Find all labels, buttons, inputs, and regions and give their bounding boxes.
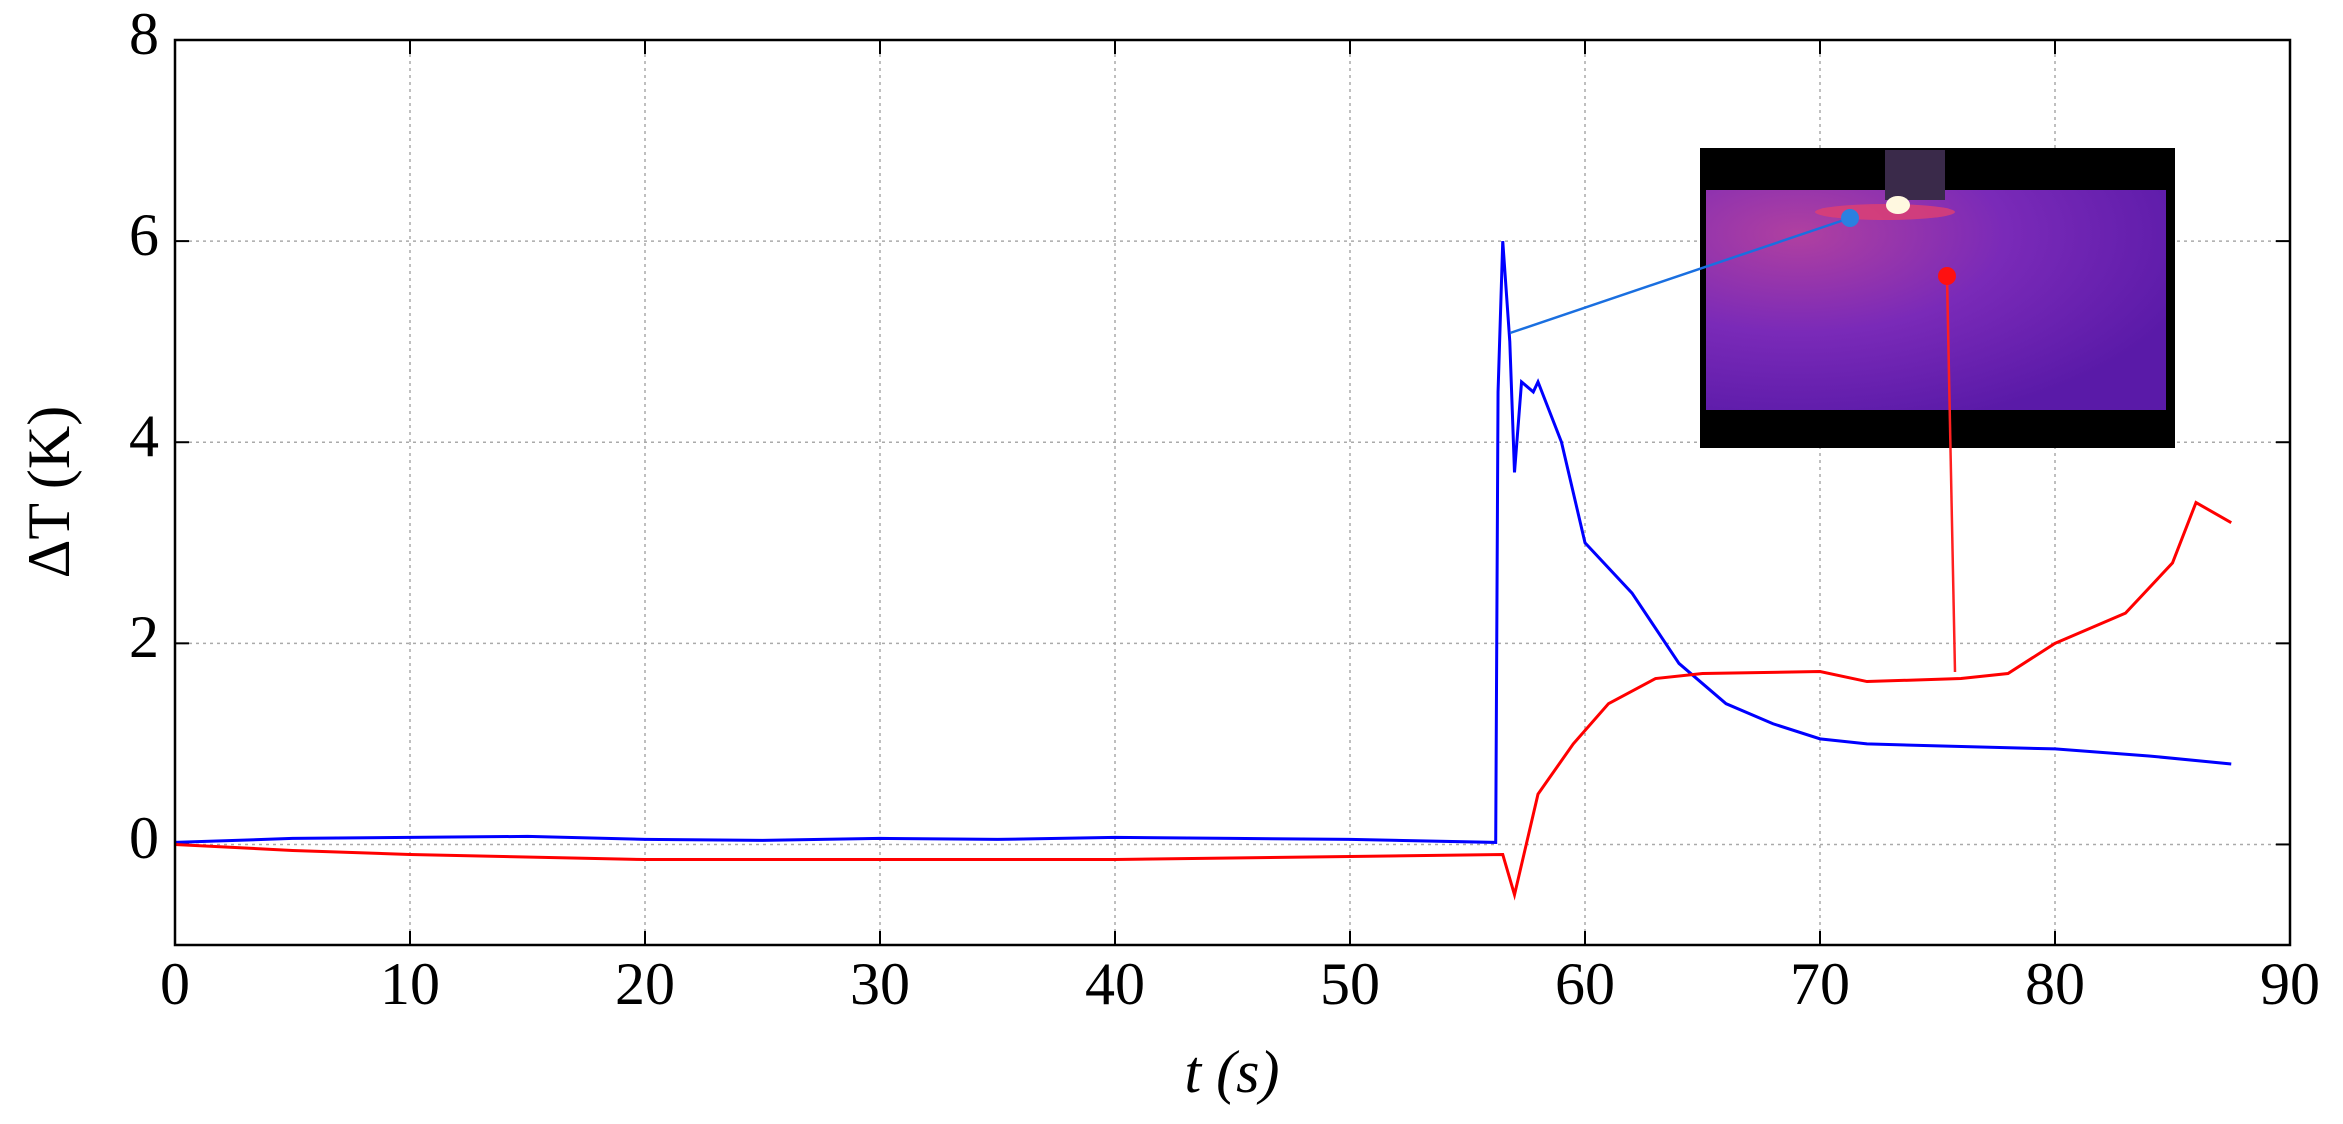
inset-hotspot xyxy=(1815,204,1955,220)
x-tick-label: 60 xyxy=(1555,951,1615,1017)
pointer-dot xyxy=(1938,267,1956,285)
x-tick-label: 40 xyxy=(1085,951,1145,1017)
x-axis-label: t (s) xyxy=(1185,1039,1280,1105)
inset-specimen xyxy=(1706,190,2166,410)
y-tick-label: 6 xyxy=(129,202,159,268)
x-tick-label: 30 xyxy=(850,951,910,1017)
data-line xyxy=(174,500,2232,901)
y-tick-label: 8 xyxy=(129,1,159,67)
x-tick-label: 10 xyxy=(380,951,440,1017)
inset-clamp xyxy=(1885,150,1945,200)
y-tick-label: 4 xyxy=(129,403,159,469)
y-tick-label: 0 xyxy=(129,805,159,871)
pointer-line xyxy=(1945,275,1957,673)
x-tick-label: 20 xyxy=(615,951,675,1017)
pointer-dot xyxy=(1841,209,1859,227)
y-tick-label: 2 xyxy=(129,604,159,670)
inset-hotspot-core xyxy=(1886,196,1910,214)
x-tick-label: 0 xyxy=(160,951,190,1017)
data-line xyxy=(174,241,2232,844)
plot-frame xyxy=(173,38,2292,947)
pointer-line xyxy=(1509,216,1851,335)
y-axis-label: ΔT (K) xyxy=(16,406,82,578)
x-tick-label: 50 xyxy=(1320,951,1380,1017)
x-tick-label: 70 xyxy=(1790,951,1850,1017)
inset-image xyxy=(1509,148,2175,673)
x-tick-label: 90 xyxy=(2260,951,2320,1017)
x-tick-label: 80 xyxy=(2025,951,2085,1017)
